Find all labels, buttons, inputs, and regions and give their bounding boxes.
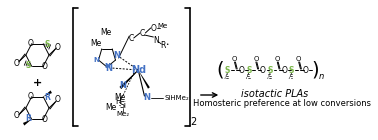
Text: S: S (25, 61, 31, 70)
Polygon shape (23, 119, 32, 126)
Text: R: R (161, 40, 166, 50)
Text: S: S (289, 66, 294, 74)
Text: C: C (140, 29, 145, 38)
Text: O: O (150, 24, 156, 32)
Text: isotactic PLAs: isotactic PLAs (241, 89, 308, 99)
Text: N: N (104, 63, 110, 69)
Text: +: + (33, 78, 42, 88)
Text: O: O (55, 43, 61, 52)
Text: •: • (165, 41, 169, 46)
Text: S: S (246, 66, 251, 74)
Text: S: S (225, 66, 230, 74)
Text: Homosteric preference at low conversions: Homosteric preference at low conversions (193, 100, 371, 108)
Text: O: O (55, 95, 61, 104)
Polygon shape (119, 70, 138, 89)
Text: R: R (25, 114, 31, 123)
Polygon shape (43, 90, 52, 97)
Text: SiHMe₂: SiHMe₂ (165, 95, 190, 101)
Text: Nd: Nd (131, 65, 146, 75)
Text: Me: Me (90, 38, 101, 47)
Text: O: O (14, 111, 20, 121)
Text: C: C (129, 33, 134, 43)
Text: Me: Me (101, 27, 112, 37)
Text: O: O (28, 39, 34, 48)
Text: S: S (44, 40, 50, 49)
Text: n: n (318, 72, 324, 80)
Polygon shape (138, 70, 150, 89)
Text: S: S (268, 66, 273, 74)
Text: O: O (253, 56, 259, 62)
Text: N: N (113, 51, 120, 60)
Text: Me: Me (114, 94, 125, 102)
Text: O: O (28, 92, 34, 101)
Text: Si: Si (119, 101, 127, 109)
Text: O: O (296, 56, 301, 62)
Text: 2: 2 (191, 117, 197, 127)
Text: H: H (115, 97, 121, 107)
Text: Me: Me (157, 23, 167, 29)
Text: O: O (14, 59, 20, 67)
Text: R: R (44, 93, 50, 102)
Text: Me₂: Me₂ (116, 111, 130, 117)
Text: O: O (303, 66, 309, 74)
Text: N: N (153, 36, 159, 45)
Text: O: O (239, 66, 245, 74)
Text: N: N (119, 80, 127, 89)
Text: N: N (144, 94, 150, 102)
Text: O: O (41, 62, 47, 71)
Text: O: O (282, 66, 287, 74)
Text: N: N (94, 57, 100, 63)
Text: O: O (41, 115, 47, 124)
Text: O: O (260, 66, 266, 74)
Text: O: O (232, 56, 237, 62)
Text: Me: Me (105, 102, 116, 111)
Text: (: ( (217, 60, 224, 80)
Text: O: O (275, 56, 280, 62)
Text: ): ) (311, 60, 319, 80)
Text: N: N (105, 64, 112, 73)
